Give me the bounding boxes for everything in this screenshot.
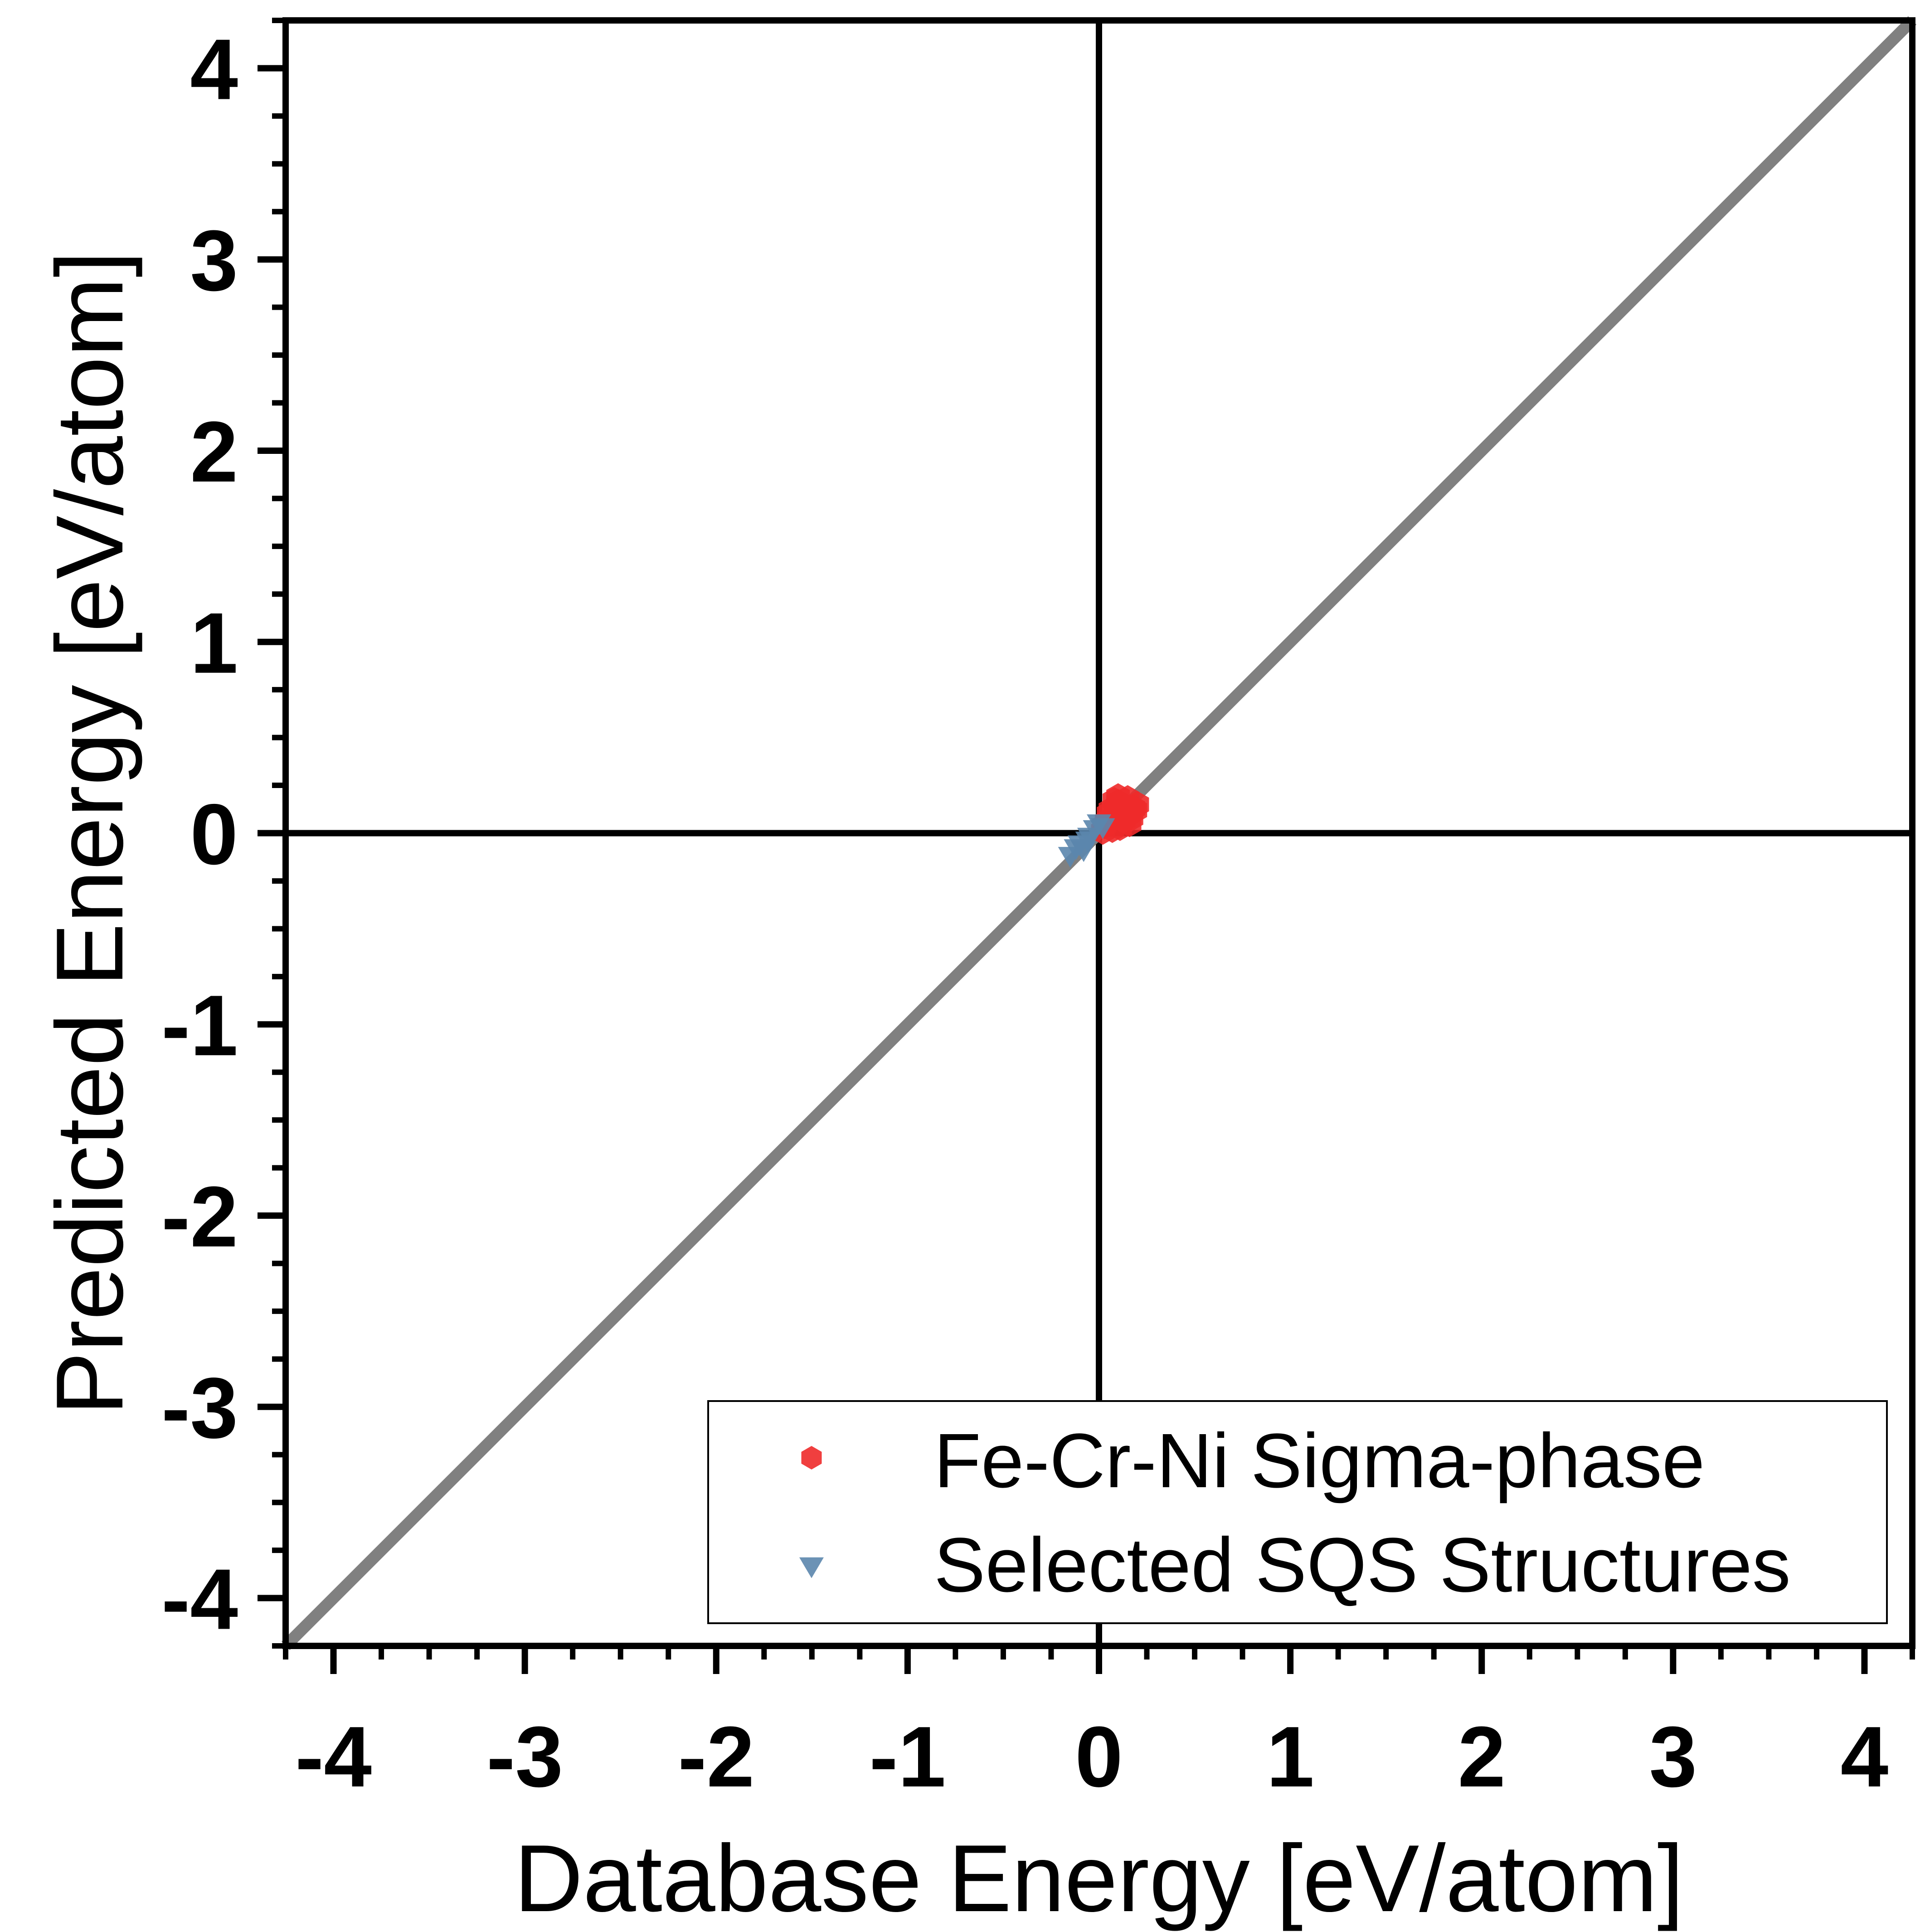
x-tick-label: -4 — [295, 1709, 372, 1805]
legend-marker-sqs-structures — [799, 1557, 824, 1578]
y-axis-title: Predicted Energy [eV/atom] — [36, 251, 143, 1416]
x-tick-label: 3 — [1649, 1709, 1697, 1805]
y-tick-label: 1 — [190, 595, 238, 691]
y-tick-labels: -4 -3 -2 -1 0 1 2 3 4 — [161, 21, 238, 1647]
sqs-structure-point — [1090, 818, 1115, 839]
y-tick-label: -1 — [161, 978, 238, 1074]
y-tick-label: -3 — [161, 1360, 238, 1456]
legend-box — [707, 1400, 1888, 1624]
y-tick-label: -4 — [161, 1552, 238, 1648]
y-tick-label: 2 — [190, 404, 238, 500]
x-tick-label: -3 — [486, 1709, 563, 1805]
data-points — [1058, 783, 1149, 868]
legend-label-sqs-structures: Selected SQS Structures — [934, 1522, 1791, 1608]
x-tick-label: -1 — [869, 1709, 946, 1805]
legend-marker-sigma-phase — [801, 1446, 822, 1470]
x-tick-label: -2 — [678, 1709, 754, 1805]
x-tick-label: 4 — [1841, 1709, 1889, 1805]
y-tick-label: 3 — [190, 213, 238, 309]
legend-hexagon-icon — [801, 1446, 822, 1470]
sqs-structure-point — [1064, 839, 1089, 860]
sigma-phase-point — [1106, 789, 1130, 816]
major-ticks — [258, 65, 1868, 1674]
y-tick-label: 0 — [190, 787, 238, 883]
sqs-structure-point — [1075, 832, 1100, 853]
x-tick-label: 2 — [1458, 1709, 1506, 1805]
legend-triangle-icon — [799, 1557, 824, 1578]
y-tick-label: 4 — [190, 21, 238, 117]
legend: Fe-Cr-Ni Sigma-phase Selected SQS Struct… — [707, 1400, 1888, 1624]
x-tick-label: 0 — [1075, 1709, 1123, 1805]
x-axis-title: Database Energy [eV/atom] — [514, 1825, 1684, 1932]
legend-label-sigma-phase: Fe-Cr-Ni Sigma-phase — [934, 1418, 1705, 1504]
x-tick-labels: -4 -3 -2 -1 0 1 2 3 4 — [295, 1709, 1888, 1805]
plot-frame — [282, 17, 1915, 1649]
x-tick-label: 1 — [1266, 1709, 1314, 1805]
y-tick-label: -2 — [161, 1169, 238, 1265]
